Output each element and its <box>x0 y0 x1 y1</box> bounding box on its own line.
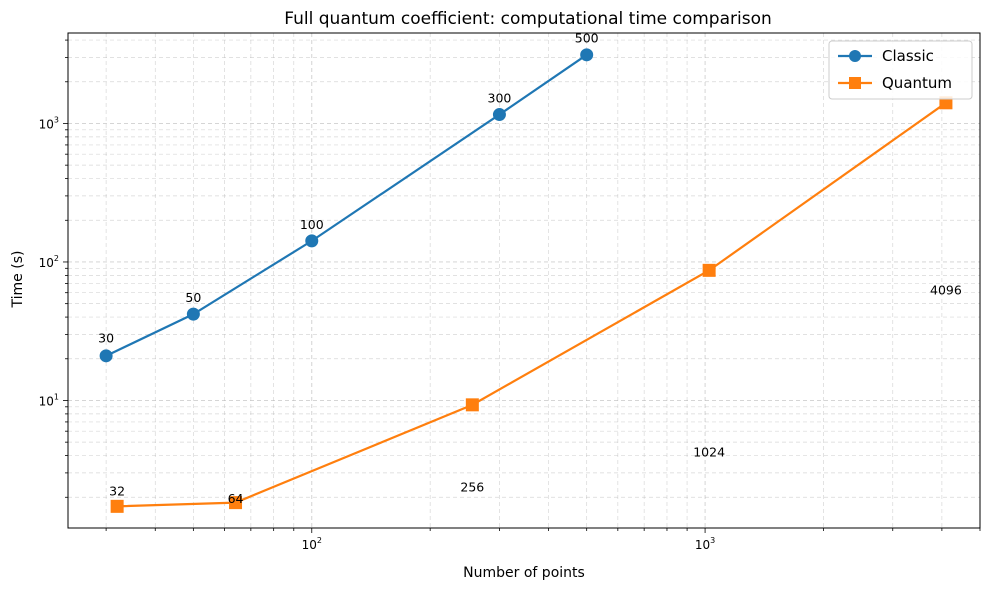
series-line-classic <box>105 53 588 357</box>
point-label: 4096 <box>930 283 962 298</box>
y-tick-label: 102 <box>39 254 59 270</box>
point-label: 64 <box>228 491 244 506</box>
x-tick-label: 103 <box>695 536 715 552</box>
y-tick-label: 103 <box>39 115 59 131</box>
data-point <box>702 263 716 277</box>
point-label: 300 <box>488 90 512 105</box>
x-axis-label: Number of points <box>463 565 585 581</box>
legend-label: Classic <box>882 47 934 65</box>
x-tick-exponent: 2 <box>317 536 322 545</box>
data-point <box>229 496 243 510</box>
point-label: 256 <box>460 480 484 495</box>
point-label: 1024 <box>693 445 725 460</box>
data-point <box>110 499 124 513</box>
y-tick-label: 101 <box>39 392 59 408</box>
data-point <box>99 349 113 363</box>
point-label: 30 <box>98 331 114 346</box>
grid <box>68 33 981 528</box>
y-tick-exponent: 1 <box>54 392 59 401</box>
legend-marker <box>849 77 861 89</box>
point-annotations: 30 50 100 300 500 32 64 256 1024 4096 <box>98 31 962 506</box>
x-tick-base: 10 <box>302 538 317 552</box>
legend-label: Quantum <box>882 74 952 92</box>
point-label: 100 <box>300 217 324 232</box>
y-tick-base: 10 <box>39 394 54 408</box>
data-point <box>492 108 506 122</box>
y-tick-exponent: 2 <box>54 254 59 263</box>
x-tick-exponent: 3 <box>710 536 715 545</box>
chart-title: Full quantum coefficient: computational … <box>284 9 772 29</box>
data-point <box>580 48 594 62</box>
y-tick-base: 10 <box>39 256 54 270</box>
x-tick-label: 102 <box>302 536 322 552</box>
x-tick-base: 10 <box>695 538 710 552</box>
point-label: 32 <box>109 484 125 499</box>
plot-area <box>67 32 981 529</box>
legend: Classic Quantum <box>828 40 973 100</box>
series-layer <box>99 48 953 513</box>
data-point <box>305 234 319 248</box>
y-tick-base: 10 <box>39 117 54 131</box>
data-point <box>465 398 479 412</box>
series-line-quantum <box>117 101 947 508</box>
point-label: 50 <box>185 290 201 305</box>
legend-marker <box>849 50 861 62</box>
y-axis-label: Time (s) <box>10 251 26 309</box>
y-tick-exponent: 3 <box>54 115 59 124</box>
data-point <box>186 307 200 321</box>
point-label: 500 <box>575 31 599 46</box>
